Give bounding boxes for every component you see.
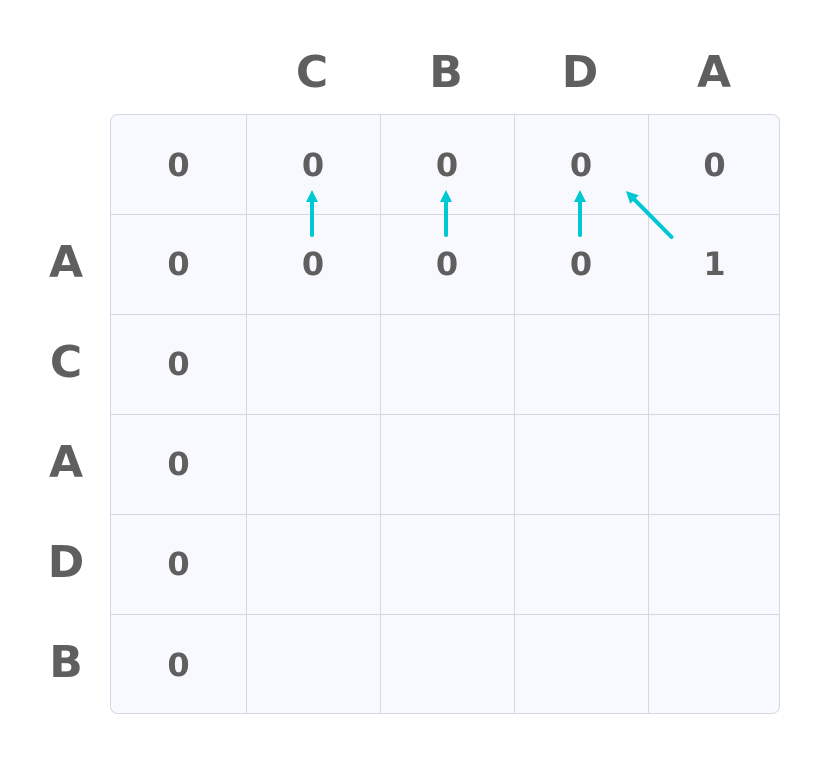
- cell-value: 0: [167, 445, 190, 483]
- dp-grid: 0 0 0 0 0 0 0 0 0 1 0 0 0 0: [110, 114, 780, 714]
- grid-cell: 0: [380, 115, 515, 215]
- grid-cell: [246, 414, 381, 515]
- cell-value: 0: [301, 245, 325, 283]
- grid-cell: 0: [111, 614, 247, 713]
- grid-cell: 0: [380, 214, 515, 315]
- grid-cell: [246, 314, 381, 415]
- cell-value: 0: [167, 645, 190, 684]
- cell-value: 0: [703, 145, 726, 184]
- grid-cell: [246, 514, 381, 615]
- grid-cell: 0: [246, 214, 381, 315]
- grid-cell: [380, 414, 515, 515]
- grid-cell: [648, 314, 779, 415]
- cell-value: 1: [703, 245, 726, 283]
- row-header: D: [47, 537, 85, 588]
- grid-cell: [380, 514, 515, 615]
- grid-cell: [514, 514, 649, 615]
- grid-cell: 0: [111, 514, 247, 615]
- cell-value: 0: [569, 245, 593, 283]
- grid-cell: 0: [514, 115, 649, 215]
- cell-value: 0: [167, 145, 190, 184]
- grid-cell: 0: [648, 115, 779, 215]
- grid-cell: [514, 614, 649, 713]
- grid-cell: 0: [111, 414, 247, 515]
- row-header: C: [49, 337, 83, 388]
- grid-cell: [514, 414, 649, 515]
- grid-cell: [648, 514, 779, 615]
- grid-cell: 0: [111, 115, 247, 215]
- grid-cell: [246, 614, 381, 713]
- column-header: A: [696, 47, 732, 98]
- grid-cell: [648, 414, 779, 515]
- cell-value: 0: [435, 245, 459, 283]
- cell-value: 0: [569, 145, 593, 184]
- cell-value: 0: [301, 145, 325, 184]
- grid-cell: 1: [648, 214, 779, 315]
- column-header: D: [561, 47, 599, 98]
- cell-value: 0: [167, 345, 190, 383]
- grid-cell: [648, 614, 779, 713]
- column-header: C: [295, 47, 329, 98]
- column-header: B: [429, 47, 463, 98]
- row-header: B: [49, 637, 83, 688]
- cell-value: 0: [435, 145, 459, 184]
- grid-cell: [380, 314, 515, 415]
- grid-cell: 0: [111, 314, 247, 415]
- grid-cell: [380, 614, 515, 713]
- cell-value: 0: [167, 545, 190, 583]
- grid-cell: 0: [246, 115, 381, 215]
- row-header: A: [48, 437, 84, 488]
- cell-value: 0: [167, 245, 190, 283]
- grid-cell: 0: [514, 214, 649, 315]
- row-header: A: [48, 237, 84, 288]
- grid-cell: [514, 314, 649, 415]
- grid-cell: 0: [111, 214, 247, 315]
